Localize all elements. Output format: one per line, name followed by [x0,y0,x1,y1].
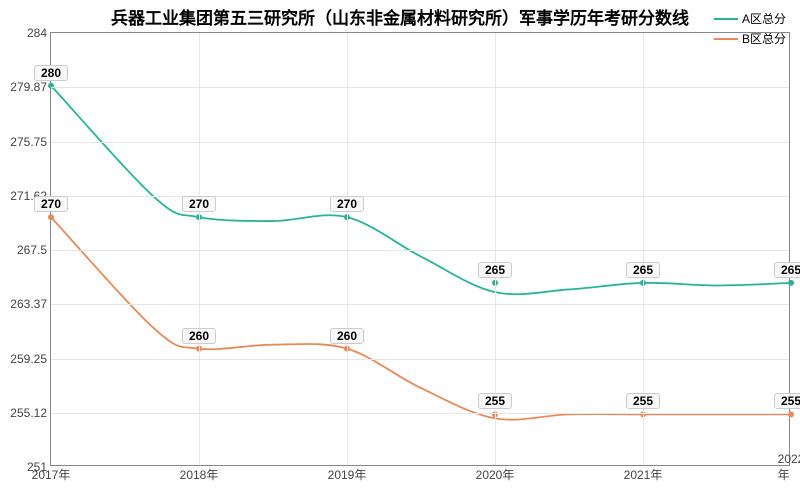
data-label: 255 [774,393,800,409]
gridline-h [51,87,789,88]
gridline-h [51,359,789,360]
chart-title: 兵器工业集团第五三研究所（山东非金属材料研究所）军事学历年考研分数线 [0,4,800,29]
chart-container: 兵器工业集团第五三研究所（山东非金属材料研究所）军事学历年考研分数线 A区总分 … [0,0,800,500]
x-axis-label: 2020年 [476,466,515,483]
data-label: 265 [478,262,512,278]
y-axis-label: 259.25 [9,352,47,366]
data-point [788,280,794,286]
data-label: 270 [182,196,216,212]
series-line [51,217,791,420]
x-axis-label: 2017年 [32,466,71,483]
gridline-h [51,142,789,143]
x-axis-label: 2018年 [180,466,219,483]
x-axis-label: 2022年 [778,452,800,483]
y-axis-label: 279.87 [9,80,47,94]
gridline-v [347,33,348,465]
data-label: 260 [330,328,364,344]
chart-svg [51,33,789,465]
data-label: 260 [182,328,216,344]
x-axis-label: 2019年 [328,466,367,483]
series-line [51,86,791,295]
plot-area: 251255.12259.25263.37267.5271.62275.7527… [50,32,790,466]
y-axis-label: 255.12 [9,406,47,420]
data-label: 280 [34,65,68,81]
legend-label: A区总分 [742,10,786,27]
y-axis-label: 267.5 [9,243,47,257]
data-label: 265 [774,262,800,278]
legend-swatch-a [714,18,738,20]
x-axis-label: 2021年 [624,466,663,483]
gridline-h [51,250,789,251]
gridline-h [51,196,789,197]
legend-item: A区总分 [714,10,786,27]
gridline-h [51,413,789,414]
y-axis-label: 263.37 [9,297,47,311]
data-label: 265 [626,262,660,278]
data-label: 255 [478,393,512,409]
data-label: 270 [34,196,68,212]
gridline-h [51,304,789,305]
data-label: 255 [626,393,660,409]
y-axis-label: 275.75 [9,135,47,149]
data-label: 270 [330,196,364,212]
y-axis-label: 284 [9,26,47,40]
gridline-v [199,33,200,465]
data-point [48,214,54,220]
